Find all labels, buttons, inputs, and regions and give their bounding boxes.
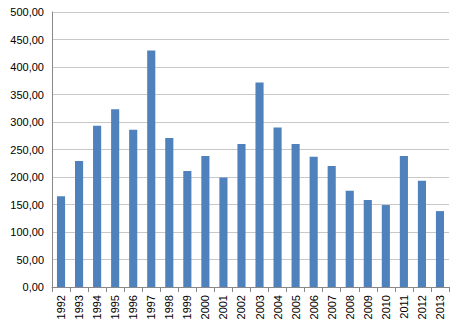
svg-text:2005: 2005 xyxy=(290,295,302,319)
svg-text:2012: 2012 xyxy=(416,295,428,319)
svg-text:200,00: 200,00 xyxy=(10,171,44,183)
svg-text:1997: 1997 xyxy=(145,295,157,319)
svg-text:1992: 1992 xyxy=(55,295,67,319)
svg-text:2004: 2004 xyxy=(272,295,284,319)
svg-text:2010: 2010 xyxy=(380,295,392,319)
svg-text:1999: 1999 xyxy=(181,295,193,319)
svg-text:1993: 1993 xyxy=(73,295,85,319)
svg-text:1995: 1995 xyxy=(109,295,121,319)
svg-text:1996: 1996 xyxy=(127,295,139,319)
svg-text:500,00: 500,00 xyxy=(10,6,44,18)
svg-text:2000: 2000 xyxy=(199,295,211,319)
svg-text:400,00: 400,00 xyxy=(10,61,44,73)
svg-text:450,00: 450,00 xyxy=(10,34,44,46)
svg-text:2007: 2007 xyxy=(326,295,338,319)
svg-text:300,00: 300,00 xyxy=(10,116,44,128)
svg-text:50,00: 50,00 xyxy=(16,254,44,266)
svg-text:100,00: 100,00 xyxy=(10,226,44,238)
svg-text:350,00: 350,00 xyxy=(10,89,44,101)
svg-text:1998: 1998 xyxy=(163,295,175,319)
svg-text:2013: 2013 xyxy=(434,295,446,319)
svg-text:2006: 2006 xyxy=(308,295,320,319)
svg-text:2003: 2003 xyxy=(254,295,266,319)
svg-text:2009: 2009 xyxy=(362,295,374,319)
svg-text:2001: 2001 xyxy=(217,295,229,319)
svg-text:2002: 2002 xyxy=(235,295,247,319)
svg-text:2011: 2011 xyxy=(398,295,410,319)
svg-text:1994: 1994 xyxy=(91,295,103,319)
svg-text:250,00: 250,00 xyxy=(10,144,44,156)
svg-text:2008: 2008 xyxy=(344,295,356,319)
svg-text:0,00: 0,00 xyxy=(23,281,44,293)
svg-text:150,00: 150,00 xyxy=(10,199,44,211)
